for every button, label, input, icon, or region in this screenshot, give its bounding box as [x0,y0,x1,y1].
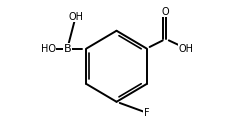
Text: F: F [144,108,149,118]
Text: OH: OH [68,12,83,22]
Text: HO: HO [41,43,56,54]
Text: B: B [63,43,71,54]
Text: O: O [162,7,170,17]
Text: OH: OH [179,43,194,54]
